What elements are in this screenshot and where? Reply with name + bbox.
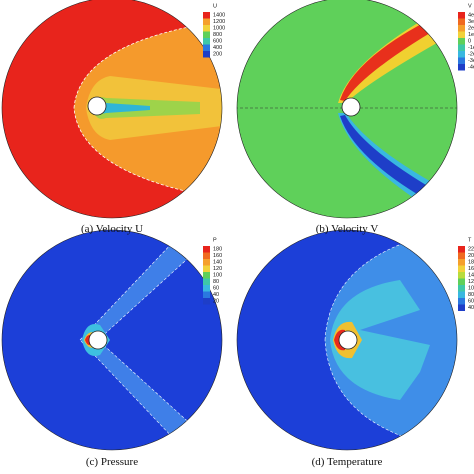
legend-swatch bbox=[458, 265, 465, 272]
legend-swatch bbox=[458, 25, 465, 32]
legend-swatch bbox=[203, 285, 210, 292]
legend-swatch bbox=[458, 51, 465, 58]
legend-swatch bbox=[203, 31, 210, 38]
legend-swatch bbox=[203, 265, 210, 272]
legend-swatch bbox=[458, 44, 465, 51]
contour-v bbox=[237, 0, 457, 218]
legend-swatch bbox=[203, 278, 210, 285]
legend-swatch bbox=[203, 252, 210, 259]
legend-swatch bbox=[458, 291, 465, 298]
legend-label: 2e bbox=[468, 26, 474, 32]
legend-swatch bbox=[458, 304, 465, 311]
legend-label: 12 bbox=[468, 279, 474, 285]
legend-title: P bbox=[213, 237, 217, 243]
legend-label: 160 bbox=[213, 253, 222, 259]
legend-label: 16 bbox=[468, 266, 474, 272]
legend-swatch bbox=[458, 12, 465, 19]
legend-label: 60 bbox=[213, 286, 219, 292]
legend-label: 600 bbox=[213, 39, 222, 45]
legend-label: 1200 bbox=[213, 19, 225, 25]
legend-swatch bbox=[458, 272, 465, 279]
legend-swatch bbox=[458, 64, 465, 71]
panel-caption: (c) Pressure bbox=[86, 456, 138, 468]
legend-swatch bbox=[203, 259, 210, 266]
legend-label: 80 bbox=[213, 279, 219, 285]
legend-swatch bbox=[458, 18, 465, 25]
contour-p bbox=[2, 230, 222, 450]
panel-caption: (b) Velocity V bbox=[316, 223, 379, 235]
legend-swatch bbox=[203, 12, 210, 19]
legend-label: 60 bbox=[468, 299, 474, 305]
legend-swatch bbox=[203, 44, 210, 51]
legend-label: 4e bbox=[468, 13, 474, 19]
legend-swatch bbox=[458, 252, 465, 259]
legend-swatch bbox=[458, 285, 465, 292]
contour-t bbox=[237, 230, 457, 450]
legend-label: 80 bbox=[468, 292, 474, 298]
legend-label: 20 bbox=[468, 253, 474, 259]
legend-label: 40 bbox=[213, 292, 219, 298]
legend-label: 22 bbox=[468, 247, 474, 253]
legend-label: 200 bbox=[213, 52, 222, 58]
legend-label: 0 bbox=[468, 39, 471, 45]
contour-u bbox=[2, 0, 222, 218]
legend-swatch bbox=[203, 25, 210, 32]
panel-caption: (a) Velocity U bbox=[81, 223, 143, 235]
legend-swatch bbox=[203, 246, 210, 253]
legend-label: 40 bbox=[468, 305, 474, 311]
legend-label: 180 bbox=[213, 247, 222, 253]
legend-swatch bbox=[203, 298, 210, 305]
legend-swatch bbox=[203, 18, 210, 25]
legend-swatch bbox=[458, 57, 465, 64]
legend-label: 14 bbox=[468, 273, 474, 279]
legend-swatch bbox=[458, 298, 465, 305]
legend-label: 100 bbox=[213, 273, 222, 279]
legend-label: 3e bbox=[468, 19, 474, 25]
legend-label: -4e bbox=[468, 65, 474, 71]
legend-label: 140 bbox=[213, 260, 222, 266]
legend-label: 400 bbox=[213, 45, 222, 51]
legend-swatch bbox=[203, 38, 210, 45]
legend-label: 800 bbox=[213, 32, 222, 38]
legend-label: 18 bbox=[468, 260, 474, 266]
legend-swatch bbox=[458, 246, 465, 253]
legend-swatch bbox=[458, 278, 465, 285]
legend-label: 1e bbox=[468, 32, 474, 38]
legend-label: 20 bbox=[213, 299, 219, 305]
legend-label: 1400 bbox=[213, 13, 225, 19]
legend-swatch bbox=[458, 31, 465, 38]
legend-label: -3e bbox=[468, 58, 474, 64]
legend-label: 10 bbox=[468, 286, 474, 292]
legend-label: -2e bbox=[468, 52, 474, 58]
legend-swatch bbox=[203, 272, 210, 279]
legend-label: -1e bbox=[468, 45, 474, 51]
panel-caption: (d) Temperature bbox=[312, 456, 383, 468]
legend-swatch bbox=[203, 291, 210, 298]
legend-swatch bbox=[458, 38, 465, 45]
legend-title: V bbox=[468, 3, 472, 9]
legend-swatch bbox=[458, 259, 465, 266]
legend-title: U bbox=[213, 3, 217, 9]
legend-label: 120 bbox=[213, 266, 222, 272]
legend-label: 1000 bbox=[213, 26, 225, 32]
legend-swatch bbox=[203, 51, 210, 58]
legend-title: T bbox=[468, 237, 472, 243]
